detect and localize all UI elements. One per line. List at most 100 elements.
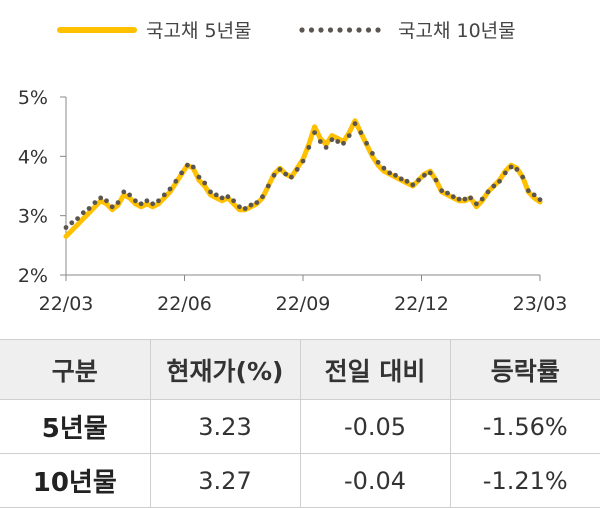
series-point-10y xyxy=(497,178,502,184)
series-point-10y xyxy=(127,192,132,198)
x-tick-label: 22/09 xyxy=(276,293,331,315)
series-point-10y xyxy=(370,151,375,156)
series-point-10y xyxy=(416,177,421,183)
series-point-10y xyxy=(213,192,219,198)
series-point-10y xyxy=(491,183,497,189)
series-point-10y xyxy=(317,139,323,144)
series-point-10y xyxy=(167,186,173,192)
series-point-10y xyxy=(456,196,462,202)
series-point-10y xyxy=(196,174,202,180)
series-point-10y xyxy=(393,172,398,178)
x-tick-label: 22/03 xyxy=(39,293,94,315)
series-point-10y xyxy=(86,206,92,211)
series-point-10y xyxy=(364,140,369,146)
series-point-10y xyxy=(439,188,445,194)
cell-current-5y: 3.23 xyxy=(149,399,300,454)
x-tick-label: 23/03 xyxy=(513,293,568,315)
series-point-10y xyxy=(277,167,283,172)
series-point-10y xyxy=(323,145,329,150)
series-point-10y xyxy=(219,195,225,201)
series-point-10y xyxy=(433,177,439,183)
series-point-10y xyxy=(283,171,289,177)
legend-label-10y: 국고채 10년물 xyxy=(398,20,516,42)
series-point-10y xyxy=(254,200,260,206)
series-point-10y xyxy=(508,164,514,170)
series-point-10y xyxy=(98,195,104,201)
row-label-5y: 5년물 xyxy=(0,399,150,454)
series-point-10y xyxy=(462,196,468,202)
series-point-10y xyxy=(300,158,306,164)
series-point-10y xyxy=(133,198,138,204)
series-point-10y xyxy=(150,201,156,207)
plot-area xyxy=(63,118,543,239)
legend-dot xyxy=(327,27,334,33)
row-label-10y: 10년물 xyxy=(0,453,150,508)
series-point-10y xyxy=(352,121,358,127)
series-point-10y xyxy=(398,176,404,182)
series-point-10y xyxy=(173,178,179,184)
y-tick-label: 3% xyxy=(18,206,48,228)
y-tick-label: 2% xyxy=(18,265,48,287)
legend-dot xyxy=(365,27,372,33)
series-point-10y xyxy=(427,170,433,176)
cell-current-10y: 3.27 xyxy=(149,453,300,508)
series-point-10y xyxy=(312,130,317,136)
series-point-10y xyxy=(248,202,254,208)
series-point-10y xyxy=(242,206,248,211)
legend-dot xyxy=(356,27,362,33)
cell-rate-10y: -1.21% xyxy=(449,453,600,508)
series-point-10y xyxy=(387,170,393,176)
series-point-10y xyxy=(208,189,213,195)
series-point-10y xyxy=(329,137,335,143)
series-point-10y xyxy=(121,189,127,195)
series-point-10y xyxy=(202,180,208,186)
y-tick-label: 4% xyxy=(18,146,48,168)
series-point-10y xyxy=(69,220,75,226)
series-point-10y xyxy=(306,145,312,150)
table-row: 10년물 3.27 -0.04 -1.21% xyxy=(0,453,600,508)
series-point-10y xyxy=(225,194,231,200)
cell-rate-5y: -1.56% xyxy=(449,399,600,454)
legend-label-5y: 국고채 5년물 xyxy=(146,20,252,42)
series-point-10y xyxy=(265,183,271,189)
series-point-10y xyxy=(92,200,98,206)
cell-change-10y: -0.04 xyxy=(299,453,450,508)
series-point-10y xyxy=(358,130,364,136)
series-line-5y xyxy=(63,118,543,239)
legend-dot xyxy=(308,27,315,33)
series-point-10y xyxy=(341,140,346,146)
series-point-10y xyxy=(109,204,115,210)
y-tick-label: 5% xyxy=(18,87,48,109)
bond-quote-table: 구분 현재가(%) 전일 대비 등락률 5년물 3.23 -0.05 -1.56… xyxy=(0,339,600,508)
series-point-10y xyxy=(289,174,294,180)
series-point-10y xyxy=(485,189,491,195)
x-tick-label: 22/06 xyxy=(157,293,212,315)
series-point-10y xyxy=(474,201,479,207)
bond-yield-chart: 국고채 5년물 국고채 10년물 5% 4% 3% 2% 22/03 22/06 22/09… xyxy=(18,20,568,315)
legend-dot xyxy=(375,27,381,33)
legend-dot xyxy=(299,27,305,33)
series-point-10y xyxy=(237,204,242,210)
series-point-10y xyxy=(144,198,150,204)
legend-dot xyxy=(346,27,353,33)
series-point-10y xyxy=(271,172,277,178)
series-point-10y xyxy=(179,170,185,176)
series-point-10y xyxy=(346,133,352,139)
cell-change-5y: -0.05 xyxy=(299,399,450,454)
series-point-10y xyxy=(381,165,387,171)
series-point-10y xyxy=(514,167,520,172)
legend-swatch-10y xyxy=(299,27,381,33)
series-point-10y xyxy=(75,216,80,222)
series-point-10y xyxy=(375,159,381,165)
series-point-10y xyxy=(335,139,341,144)
x-tick-label: 22/12 xyxy=(394,293,449,315)
series-point-10y xyxy=(294,167,300,172)
series-point-10y xyxy=(479,196,485,202)
table-header-row: 구분 현재가(%) 전일 대비 등락률 xyxy=(0,339,600,400)
table-row: 5년물 3.23 -0.05 -1.56% xyxy=(0,399,600,454)
legend-dot xyxy=(318,27,324,33)
series-point-10y xyxy=(450,194,456,200)
series-point-10y xyxy=(502,170,508,176)
header-category: 구분 xyxy=(0,339,150,400)
series-point-10y xyxy=(422,172,427,178)
